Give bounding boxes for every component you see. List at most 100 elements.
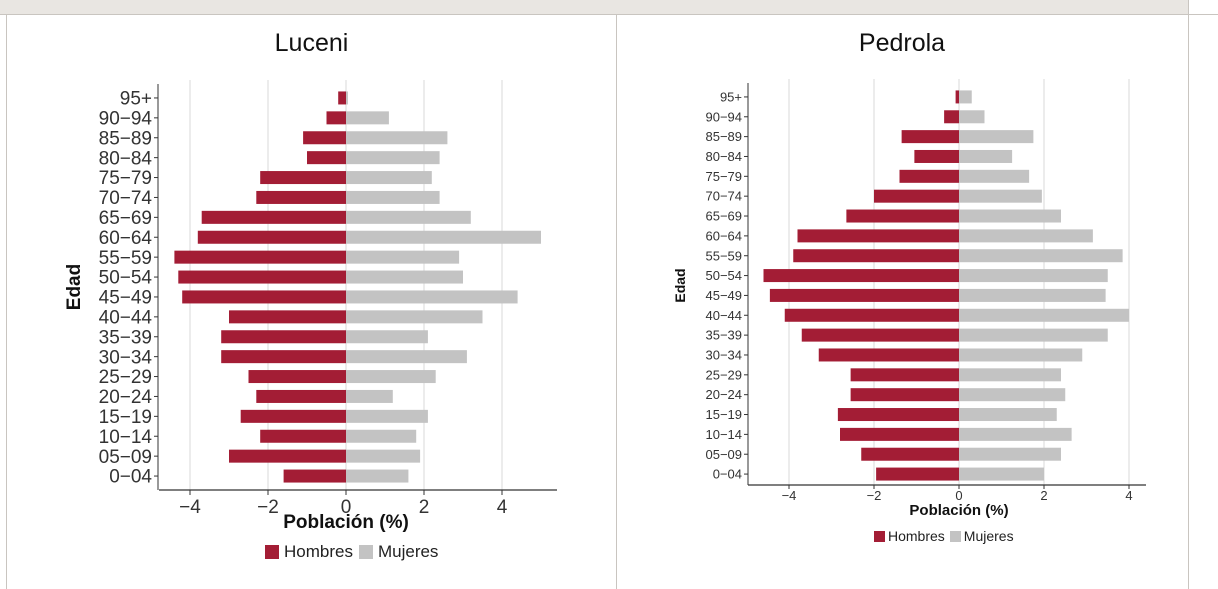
bar-hombres-70-74 <box>874 189 959 203</box>
bar-hombres-35-39 <box>221 330 346 344</box>
bar-hombres-95+ <box>955 90 959 104</box>
bar-mujeres-80-84 <box>959 149 1013 163</box>
bar-mujeres-95+ <box>959 90 972 104</box>
bar-mujeres-75-79 <box>959 169 1030 183</box>
bar-mujeres-50-54 <box>959 269 1108 283</box>
bar-hombres-70-74 <box>256 190 346 204</box>
y-axis-label: Edad <box>64 264 85 310</box>
y-tick-label: 10−14 <box>705 427 742 442</box>
bar-hombres-80-84 <box>914 149 959 163</box>
bar-hombres-75-79 <box>260 171 346 185</box>
y-tick-label: 60−64 <box>705 228 742 243</box>
bar-hombres-95+ <box>338 91 346 105</box>
bar-hombres-50-54 <box>178 270 346 284</box>
bar-hombres-75-79 <box>899 169 959 183</box>
legend-item-mujeres: Mujeres <box>358 542 439 562</box>
chart-title-pedrola: Pedrola <box>858 29 946 57</box>
bar-mujeres-45-49 <box>346 290 518 304</box>
y-tick-label: 35−39 <box>705 328 742 343</box>
bar-hombres-60-64 <box>797 229 959 243</box>
bar-mujeres-75-79 <box>346 171 432 185</box>
x-axis-label: Población (%) <box>909 502 1008 519</box>
bar-hombres-85-89 <box>303 131 346 145</box>
y-tick-label: 45−49 <box>99 288 152 309</box>
y-tick-label: 85−89 <box>99 128 152 149</box>
bar-mujeres-40-44 <box>346 310 483 324</box>
x-tick-label: −4 <box>179 497 201 518</box>
bar-mujeres-80-84 <box>346 151 440 165</box>
y-tick-label: 80−84 <box>705 149 742 164</box>
y-tick-label: 85−89 <box>705 129 742 144</box>
x-tick-label: 2 <box>1040 488 1047 503</box>
y-tick-label: 95+ <box>120 89 152 110</box>
bar-mujeres-70-74 <box>346 190 440 204</box>
bar-mujeres-20-24 <box>959 388 1066 402</box>
bar-mujeres-50-54 <box>346 270 463 284</box>
y-tick-label: 30−34 <box>99 347 153 368</box>
y-tick-label: 90−94 <box>705 109 742 124</box>
bar-hombres-10-14 <box>260 429 346 443</box>
x-tick-label: 2 <box>419 497 430 518</box>
y-tick-label: 45−49 <box>705 288 742 303</box>
legend-item-mujeres: Mujeres <box>949 528 1014 544</box>
bar-hombres-45-49 <box>182 290 346 304</box>
bar-mujeres-45-49 <box>959 288 1106 302</box>
bar-hombres-55-59 <box>174 250 346 264</box>
y-tick-label: 15−19 <box>705 407 742 422</box>
bar-mujeres-25-29 <box>959 368 1061 382</box>
y-tick-label: 50−54 <box>99 268 153 289</box>
x-axis-label: Población (%) <box>283 512 409 533</box>
scrollbar-stub[interactable] <box>1188 0 1218 14</box>
y-tick-label: 20−24 <box>99 387 153 408</box>
bar-hombres-05-09 <box>229 449 346 463</box>
bar-hombres-85-89 <box>901 130 959 144</box>
bar-mujeres-85-89 <box>959 130 1034 144</box>
bar-mujeres-05-09 <box>959 447 1061 461</box>
legend-luceni: Hombres Mujeres <box>265 542 438 562</box>
bar-hombres-30-34 <box>221 350 346 364</box>
legend-item-hombres: Hombres <box>874 528 945 544</box>
y-tick-label: 40−44 <box>705 308 742 323</box>
bar-mujeres-35-39 <box>959 328 1108 342</box>
legend-swatch-hombres <box>874 530 885 542</box>
bar-hombres-55-59 <box>793 249 959 263</box>
x-tick-label: −2 <box>257 497 279 518</box>
bar-hombres-45-49 <box>769 288 959 302</box>
bar-hombres-30-34 <box>818 348 959 362</box>
bar-mujeres-60-64 <box>959 229 1093 243</box>
bar-mujeres-90-94 <box>959 110 985 124</box>
bar-hombres-65-69 <box>846 209 959 223</box>
y-tick-label: 80−84 <box>99 148 153 169</box>
bar-mujeres-95+ <box>346 91 348 105</box>
bar-hombres-10-14 <box>840 427 959 441</box>
bar-mujeres-55-59 <box>959 249 1123 263</box>
bar-mujeres-0-04 <box>346 469 409 483</box>
bar-mujeres-10-14 <box>346 429 417 443</box>
bar-hombres-15-19 <box>240 409 346 423</box>
x-tick-label: 0 <box>341 497 352 518</box>
bar-hombres-20-24 <box>850 388 959 402</box>
bar-hombres-90-94 <box>326 111 346 125</box>
top-toolbar-strip <box>0 0 1218 15</box>
bar-mujeres-55-59 <box>346 250 460 264</box>
bar-hombres-80-84 <box>307 151 346 165</box>
legend-pedrola: Hombres Mujeres <box>874 528 1014 544</box>
y-tick-label: 60−64 <box>99 228 153 249</box>
chart-title-luceni: Luceni <box>274 29 349 57</box>
bar-mujeres-10-14 <box>959 427 1072 441</box>
y-tick-label: 15−19 <box>99 407 152 428</box>
bar-hombres-50-54 <box>763 269 959 283</box>
bar-hombres-0-04 <box>283 469 346 483</box>
bar-mujeres-85-89 <box>346 131 448 145</box>
y-tick-label: 90−94 <box>99 109 153 130</box>
bar-mujeres-70-74 <box>959 189 1042 203</box>
y-tick-label: 05−09 <box>99 447 152 468</box>
y-tick-label: 35−39 <box>99 327 152 348</box>
legend-label-mujeres: Mujeres <box>963 528 1014 544</box>
y-tick-label: 65−69 <box>99 208 152 229</box>
legend-label-mujeres: Mujeres <box>377 542 439 561</box>
bar-mujeres-65-69 <box>959 209 1061 223</box>
y-axis-label: Edad <box>672 268 688 302</box>
y-tick-label: 55−59 <box>705 248 742 263</box>
legend-swatch-mujeres <box>949 530 961 542</box>
